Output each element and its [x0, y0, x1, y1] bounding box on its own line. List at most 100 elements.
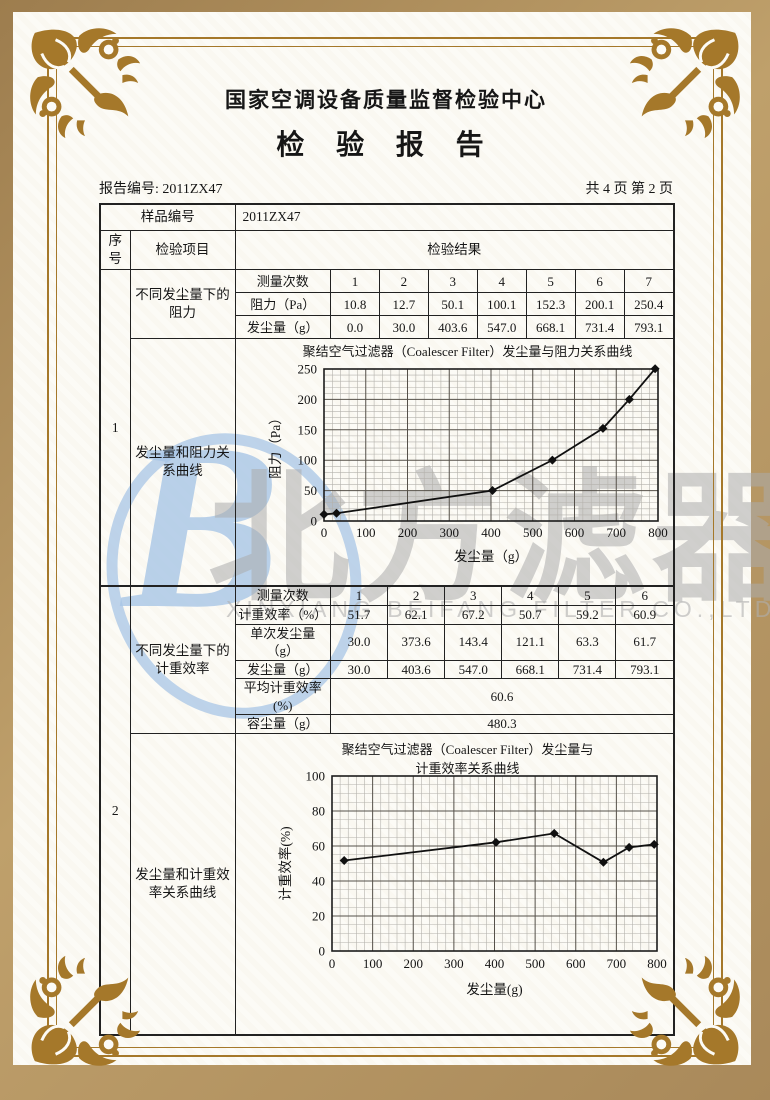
corner-ornament-icon [624, 26, 742, 144]
row-label: 测量次数 [235, 269, 331, 294]
cell: 200.1 [574, 292, 625, 317]
svg-text:阻力（Pa）: 阻力（Pa） [268, 412, 283, 480]
table-row: 测量次数 1 2 3 4 5 6 [235, 586, 674, 606]
cell: 6 [615, 586, 674, 606]
cell: 250.4 [623, 292, 674, 317]
cell: 373.6 [387, 623, 446, 661]
row-label: 单次发尘量（g） [235, 623, 331, 661]
efficiency-chart: 0 20 40 60 80 100 0 100 200 300 400 500 600 700 800 发尘量… [236, 734, 674, 1034]
cell: 60.9 [615, 604, 674, 625]
svg-text:40: 40 [312, 873, 325, 888]
svg-text:200: 200 [403, 956, 423, 971]
cell: 50.1 [427, 292, 478, 317]
corner-ornament-svg [629, 28, 740, 139]
cell: 793.1 [623, 315, 674, 339]
svg-text:发尘量(g): 发尘量(g) [466, 982, 522, 997]
summary-value: 60.6 [330, 678, 674, 716]
section2-chart-row: 发尘量和计重效率关系曲线 0 20 40 60 80 100 0 100 200 300 400 50… [100, 732, 675, 1036]
svg-text:200: 200 [397, 525, 417, 540]
row-label: 测量次数 [235, 586, 331, 606]
col-header-result: 检验结果 [234, 229, 675, 271]
cell: 30.0 [378, 315, 429, 339]
cell: 6 [574, 269, 625, 294]
cell: 2 [387, 586, 446, 606]
cell: 403.6 [427, 315, 478, 339]
chart1-cell: 0 50 100 150 200 250 0 100 200 300 400 500 600 700 800… [234, 338, 675, 587]
table-row: 阻力（Pa） 10.8 12.7 50.1 100.1 152.3 200.1 … [235, 292, 674, 317]
cell: 547.0 [476, 315, 527, 339]
svg-text:60: 60 [312, 838, 325, 853]
row-label: 平均计重效率(%) [235, 678, 331, 716]
section1-item-label: 不同发尘量下的阻力 [129, 269, 236, 340]
cell: 547.0 [444, 659, 503, 680]
corner-ornament-svg [30, 955, 141, 1066]
corner-ornament-icon [28, 26, 146, 144]
cell: 668.1 [525, 315, 576, 339]
chart2-title-line1: 聚结空气过滤器（Coalescer Filter）发尘量与 [341, 741, 594, 757]
svg-text:700: 700 [606, 956, 626, 971]
cell: 0.0 [330, 315, 380, 339]
table-row: 单次发尘量（g） 30.0 373.6 143.4 121.1 63.3 61.… [235, 623, 674, 661]
cell: 3 [427, 269, 478, 294]
section2-item-label: 不同发尘量下的计重效率 [129, 585, 236, 734]
chart2-title: 聚结空气过滤器（Coalescer Filter）发尘量与 计重效率关系曲线 [266, 741, 670, 779]
corner-ornament-icon [28, 950, 146, 1068]
cell: 121.1 [501, 623, 560, 661]
cell: 7 [623, 269, 674, 294]
page-count: 共 4 页 第 2 页 [585, 182, 674, 197]
row-label: 计重效率（%） [235, 604, 331, 625]
sample-label: 样品编号 [99, 203, 236, 231]
cell: 793.1 [615, 659, 674, 680]
cell: 2 [378, 269, 429, 294]
svg-text:600: 600 [564, 525, 584, 540]
svg-text:0: 0 [310, 514, 317, 529]
summary-row: 平均计重效率(%) 60.6 [235, 678, 674, 716]
sample-value: 2011ZX47 [234, 203, 675, 231]
cell: 59.2 [558, 604, 617, 625]
corner-ornament-icon [624, 950, 742, 1068]
org-title: 国家空调设备质量监督检验中心 [225, 89, 547, 112]
section1-seq: 1 [99, 269, 131, 587]
resistance-table-cell: 测量次数 1 2 3 4 5 6 7 阻力（ [234, 269, 675, 340]
cell: 63.3 [558, 623, 617, 661]
row-label: 容尘量（g） [235, 714, 331, 734]
svg-text:400: 400 [484, 956, 504, 971]
section2-data-row: 2 不同发尘量下的计重效率 测量次数 1 2 3 4 [99, 585, 675, 1036]
cell: 50.7 [501, 604, 560, 625]
svg-text:150: 150 [297, 423, 317, 438]
svg-text:0: 0 [328, 956, 335, 971]
summary-value: 480.3 [330, 714, 674, 734]
section1-data-row: 1 不同发尘量下的阻力 测量次数 1 2 3 4 [99, 269, 675, 587]
cell: 4 [501, 586, 560, 606]
summary-row: 容尘量（g） 480.3 [235, 714, 674, 734]
table-row: 发尘量（g） 0.0 30.0 403.6 547.0 668.1 731.4 … [235, 315, 674, 339]
cell: 143.4 [444, 623, 503, 661]
svg-text:600: 600 [566, 956, 586, 971]
section1-chart-row: 发尘量和阻力关系曲线 0 50 100 150 200 250 0 100 200 300 400 5… [100, 338, 675, 587]
svg-text:800: 800 [648, 525, 668, 540]
chart-canvas: 0 50 100 150 200 250 0 100 200 300 400 500 600 700 800… [268, 362, 668, 565]
table-row: 发尘量（g） 30.0 403.6 547.0 668.1 731.4 793.… [235, 659, 674, 680]
svg-text:700: 700 [606, 525, 626, 540]
chart2-title-line2: 计重效率关系曲线 [415, 760, 520, 776]
svg-text:300: 300 [444, 956, 464, 971]
svg-text:250: 250 [297, 362, 317, 377]
section2-seq: 2 [99, 585, 131, 1036]
cell: 403.6 [387, 659, 446, 680]
cell: 61.7 [615, 623, 674, 661]
svg-text:20: 20 [312, 908, 325, 923]
cell: 5 [525, 269, 576, 294]
report-table: 样品编号 2011ZX47 序号 检验项目 检验结果 1 不同发尘量下的阻力 [99, 203, 675, 1036]
cell: 4 [476, 269, 527, 294]
svg-text:100: 100 [362, 956, 382, 971]
svg-text:800: 800 [647, 956, 667, 971]
row-label: 阻力（Pa） [235, 292, 331, 317]
row-label: 发尘量（g） [235, 659, 331, 680]
svg-text:500: 500 [525, 956, 545, 971]
table-row: 测量次数 1 2 3 4 5 6 7 [235, 269, 674, 294]
cell: 5 [558, 586, 617, 606]
cell: 668.1 [501, 659, 560, 680]
resistance-chart: 0 50 100 150 200 250 0 100 200 300 400 500 600 700 800… [236, 339, 674, 585]
cell: 12.7 [378, 292, 429, 317]
report-number: 报告编号: 2011ZX47 [99, 182, 223, 197]
